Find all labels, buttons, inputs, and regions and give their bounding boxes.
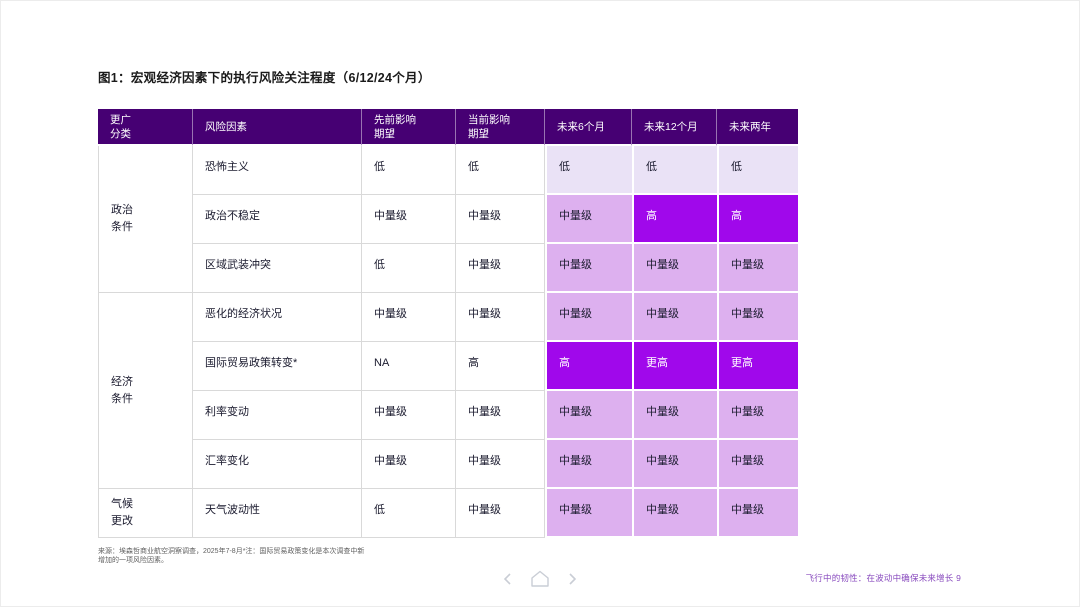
header-next-12-months: 未来12个月 <box>632 109 717 146</box>
risk-table: 更广 分类 风险因素 先前影响 期望 当前影响 期望 未来6个月 未来12个月 … <box>98 109 798 538</box>
header-category: 更广 分类 <box>98 109 193 146</box>
table-header-row: 更广 分类 风险因素 先前影响 期望 当前影响 期望 未来6个月 未来12个月 … <box>98 109 798 146</box>
prior-expectation-cell: 中量级 <box>362 293 456 342</box>
risk-factor-cell: 利率变动 <box>193 391 362 440</box>
category-cell: 气候 更改 <box>98 489 193 538</box>
next-two-years-cell: 更高 <box>717 342 798 391</box>
header-next-6-months: 未来6个月 <box>545 109 632 146</box>
current-expectation-cell: 中量级 <box>456 440 545 489</box>
source-footnote: 来源：埃森哲商业航空洞察调查，2025年7-8月*注：国际贸易政策变化是本次调查… <box>98 548 365 564</box>
header-prior-expectation: 先前影响 期望 <box>362 109 456 146</box>
next-12-months-cell: 中量级 <box>632 293 717 342</box>
table-row: 利率变动 中量级 中量级 中量级 中量级 中量级 <box>98 391 798 440</box>
current-expectation-cell: 低 <box>456 146 545 195</box>
table-row: 区域武装冲突低中量级 中量级 中量级 中量级 <box>98 244 798 293</box>
prior-expectation-cell: 低 <box>362 244 456 293</box>
risk-factor-cell: 区域武装冲突 <box>193 244 362 293</box>
next-12-months-cell: 高 <box>632 195 717 244</box>
next-12-months-cell: 中量级 <box>632 244 717 293</box>
prior-expectation-cell: 中量级 <box>362 440 456 489</box>
prior-expectation-cell: 中量级 <box>362 391 456 440</box>
next-12-months-cell: 中量级 <box>632 391 717 440</box>
next-6-months-cell: 中量级 <box>545 440 632 489</box>
risk-factor-cell: 汇率变化 <box>193 440 362 489</box>
next-two-years-cell: 中量级 <box>717 440 798 489</box>
table-row: 政治 条件 恐怖主义低低低低低 <box>98 146 798 293</box>
next-6-months-cell: 低 <box>545 146 632 195</box>
next-6-months-cell: 高 <box>545 342 632 391</box>
next-page-button[interactable] <box>565 569 581 589</box>
header-next-two-years: 未来两年 <box>717 109 798 146</box>
category-cell: 政治 条件 <box>98 146 193 293</box>
current-expectation-cell: 中量级 <box>456 391 545 440</box>
table-row: 政治不稳定 中量级 中量级 中量级高高 <box>98 195 798 244</box>
next-6-months-cell: 中量级 <box>545 391 632 440</box>
category-cell: 经济 条件 <box>98 293 193 489</box>
chevron-right-icon <box>567 572 579 590</box>
table-row: 气候 更改 天气波动性低中量级 中量级 中量级 中量级 <box>98 489 798 538</box>
table-row: 经济 条件 恶化的经济状况 中量级 中量级 中量级 中量级 中量级 <box>98 293 798 489</box>
next-12-months-cell: 低 <box>632 146 717 195</box>
prior-expectation-cell: 低 <box>362 489 456 538</box>
table-row: 汇率变化 中量级 中量级 中量级 中量级 中量级 <box>98 440 798 489</box>
risk-factor-cell: 国际贸易政策转变* <box>193 342 362 391</box>
prior-expectation-cell: 中量级 <box>362 195 456 244</box>
risk-factor-cell: 恐怖主义 <box>193 146 362 195</box>
prev-page-button[interactable] <box>499 569 515 589</box>
report-title-page-number: 飞行中的韧性：在波动中确保未来增长 9 <box>805 573 961 583</box>
next-two-years-cell: 中量级 <box>717 391 798 440</box>
next-12-months-cell: 中量级 <box>632 489 717 538</box>
current-expectation-cell: 中量级 <box>456 489 545 538</box>
chevron-left-icon <box>501 572 513 590</box>
home-button[interactable] <box>527 567 553 590</box>
next-two-years-cell: 中量级 <box>717 293 798 342</box>
prior-expectation-cell: 低 <box>362 146 456 195</box>
current-expectation-cell: 高 <box>456 342 545 391</box>
table-row: 国际贸易政策转变* NA 高高更高 更高 <box>98 342 798 391</box>
header-risk-factor: 风险因素 <box>193 109 362 146</box>
next-12-months-cell: 更高 <box>632 342 717 391</box>
figure-title: 图1：宏观经济因素下的执行风险关注程度（6/12/24个月） <box>98 71 431 85</box>
next-two-years-cell: 中量级 <box>717 489 798 538</box>
pager <box>499 567 581 590</box>
next-6-months-cell: 中量级 <box>545 195 632 244</box>
header-current-expectation: 当前影响 期望 <box>456 109 545 146</box>
next-two-years-cell: 低 <box>717 146 798 195</box>
next-two-years-cell: 中量级 <box>717 244 798 293</box>
risk-factor-cell: 政治不稳定 <box>193 195 362 244</box>
risk-factor-cell: 恶化的经济状况 <box>193 293 362 342</box>
current-expectation-cell: 中量级 <box>456 195 545 244</box>
home-icon <box>529 570 551 591</box>
next-two-years-cell: 高 <box>717 195 798 244</box>
table-body: 政治 条件 恐怖主义低低低低低政治不稳定 中量级 中量级 中量级高高区域武装冲突低中量级… <box>98 146 798 538</box>
next-12-months-cell: 中量级 <box>632 440 717 489</box>
next-6-months-cell: 中量级 <box>545 489 632 538</box>
prior-expectation-cell: NA <box>362 342 456 391</box>
next-6-months-cell: 中量级 <box>545 244 632 293</box>
next-6-months-cell: 中量级 <box>545 293 632 342</box>
risk-factor-cell: 天气波动性 <box>193 489 362 538</box>
current-expectation-cell: 中量级 <box>456 244 545 293</box>
current-expectation-cell: 中量级 <box>456 293 545 342</box>
